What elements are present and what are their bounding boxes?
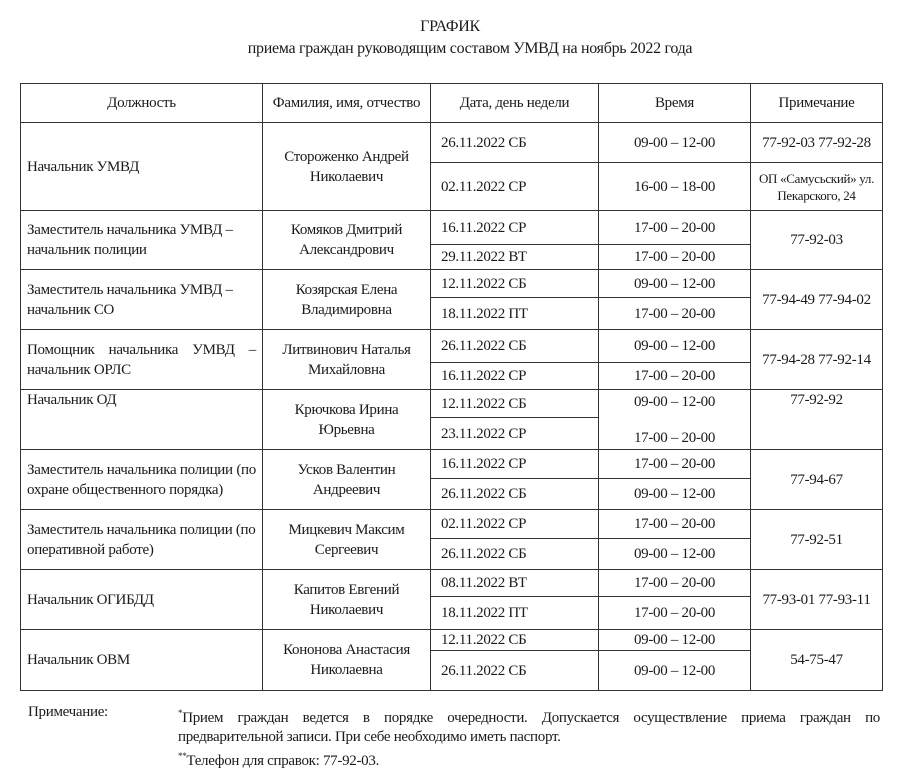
table-row: 29.11.2022 ВТ 17-00 – 20-00 bbox=[21, 244, 883, 270]
date-cell: 08.11.2022 ВТ bbox=[430, 569, 599, 597]
date-cell: 26.11.2022 СБ bbox=[430, 329, 599, 363]
table-row: 18.11.2022 ПТ 17-00 – 20-00 bbox=[21, 596, 883, 630]
position-cell: Заместитель начальника УМВД – начальник … bbox=[20, 210, 263, 270]
name-cell: Литвинович Наталья Михайловна bbox=[262, 329, 431, 390]
position-cell: Помощник начальника УМВД – начальник ОРЛ… bbox=[20, 329, 263, 390]
table-row: Начальник УМВД Стороженко Андрей Николаев… bbox=[20, 122, 883, 211]
time-cell: 17-00 – 20-00 bbox=[598, 362, 751, 390]
note-cell: ОП «Самусьский» ул. Пекарского, 24 bbox=[750, 162, 883, 211]
name-cell: Усков Валентин Андреевич bbox=[262, 449, 431, 510]
date-cell: 12.11.2022 СБ bbox=[430, 269, 599, 298]
name-cell: Комяков Дмитрий Александрович bbox=[262, 210, 431, 270]
date-cell: 26.11.2022 СБ bbox=[430, 538, 599, 570]
position-cell: Начальник УМВД bbox=[20, 122, 263, 211]
time-cell: 17-00 – 20-00 bbox=[598, 569, 751, 597]
note-cell: 77-93-01 77-93-11 bbox=[750, 569, 883, 630]
time-cell: 17-00 – 20-00 bbox=[598, 449, 751, 479]
footer-text: *Прием граждан ведется в порядке очередн… bbox=[178, 704, 880, 771]
name-cell: Капитов Евгений Николаевич bbox=[262, 569, 431, 630]
date-cell: 23.11.2022 СР bbox=[430, 417, 599, 450]
document-subtitle: приема граждан руководящим составом УМВД… bbox=[247, 40, 693, 57]
note-cell: 77-92-03 77-92-28 bbox=[750, 122, 883, 163]
table-row: 23.11.2022 СР bbox=[21, 417, 883, 450]
column-header: Фамилия, имя, отчество bbox=[262, 83, 431, 123]
footnote-1: *Прием граждан ведется в порядке очередн… bbox=[178, 708, 880, 745]
time-cell: 17-00 – 20-00 bbox=[598, 297, 751, 330]
date-cell: 18.11.2022 ПТ bbox=[430, 596, 599, 630]
time-cell: 09-00 – 12-00 bbox=[598, 329, 751, 363]
table-row: Начальник ОГИБДД Капитов Евгений Николаев… bbox=[20, 569, 883, 630]
note-cell: 77-92-03 bbox=[750, 210, 883, 270]
table-row: 18.11.2022 ПТ 17-00 – 20-00 bbox=[21, 297, 883, 330]
time-cell: 17-00 – 20-00 bbox=[598, 210, 751, 245]
date-cell: 02.11.2022 СР bbox=[430, 162, 599, 211]
position-cell: Начальник ОВМ bbox=[20, 629, 263, 691]
position-cell: Заместитель начальника полиции (по опера… bbox=[20, 509, 263, 570]
date-cell: 16.11.2022 СР bbox=[430, 210, 599, 245]
time-cell: 09-00 – 12-00 bbox=[598, 478, 751, 510]
footer-label: Примечание: bbox=[28, 704, 108, 720]
column-header: Должность bbox=[20, 83, 263, 123]
table-row: 26.11.2022 СБ 09-00 – 12-00 bbox=[21, 478, 883, 510]
position-cell: Заместитель начальника полиции (по охран… bbox=[20, 449, 263, 510]
date-cell: 12.11.2022 СБ bbox=[430, 389, 599, 418]
time-cell: 09-00 – 12-00 17-00 – 20-00 bbox=[598, 389, 751, 450]
position-cell: Начальник ОГИБДД bbox=[20, 569, 263, 630]
position-cell: Заместитель начальника УМВД – начальник … bbox=[20, 269, 263, 330]
table-header-row: Должность Фамилия, имя, отчество Дата, ден… bbox=[20, 83, 883, 123]
time-cell: 09-00 – 12-00 bbox=[598, 650, 751, 691]
column-header: Время bbox=[598, 83, 751, 123]
date-cell: 16.11.2022 СР bbox=[430, 362, 599, 390]
table-row: Заместитель начальника полиции (по опера… bbox=[20, 509, 883, 570]
name-cell: Крючкова Ирина Юрьевна bbox=[262, 389, 431, 450]
table-row: Заместитель начальника полиции (по охран… bbox=[20, 449, 883, 510]
table-row: Начальник ОВМ Кононова Анастасия Николаев… bbox=[20, 629, 883, 691]
table-row: Заместитель начальника УМВД – начальник … bbox=[20, 210, 883, 270]
date-cell: 26.11.2022 СБ bbox=[430, 650, 599, 691]
table-row: Начальник ОД Крючкова Ирина Юрьевна 12.11.… bbox=[20, 389, 883, 450]
name-cell: Козярская Елена Владимировна bbox=[262, 269, 431, 330]
note-cell: 54-75-47 bbox=[750, 629, 883, 691]
time-cell: 17-00 – 20-00 bbox=[598, 244, 751, 270]
date-cell: 26.11.2022 СБ bbox=[430, 122, 599, 163]
time-cell: 16-00 – 18-00 bbox=[598, 162, 751, 211]
time-value: 09-00 – 12-00 bbox=[633, 393, 716, 410]
schedule-table: Должность Фамилия, имя, отчество Дата, ден… bbox=[20, 83, 883, 691]
time-cell: 09-00 – 12-00 bbox=[598, 269, 751, 298]
note-cell: 77-94-67 bbox=[750, 449, 883, 510]
date-cell: 12.11.2022 СБ bbox=[430, 629, 599, 651]
date-cell: 29.11.2022 ВТ bbox=[430, 244, 599, 270]
name-cell: Кононова Анастасия Николаевна bbox=[262, 629, 431, 691]
position-cell: Начальник ОД bbox=[20, 389, 263, 450]
table-row: Заместитель начальника УМВД – начальник … bbox=[20, 269, 883, 330]
footnote-2: **Телефон для справок: 77-92-03. bbox=[178, 751, 380, 769]
name-cell: Стороженко Андрей Николаевич bbox=[262, 122, 431, 211]
date-cell: 16.11.2022 СР bbox=[430, 449, 599, 479]
time-value: 17-00 – 20-00 bbox=[633, 429, 716, 446]
note-cell: 77-92-51 bbox=[750, 509, 883, 570]
date-cell: 26.11.2022 СБ bbox=[430, 478, 599, 510]
column-header: Примечание bbox=[750, 83, 883, 123]
table-row: 26.11.2022 СБ 09-00 – 12-00 bbox=[21, 650, 883, 691]
time-cell: 09-00 – 12-00 bbox=[598, 538, 751, 570]
date-cell: 02.11.2022 СР bbox=[430, 509, 599, 539]
table-row: Помощник начальника УМВД – начальник ОРЛ… bbox=[20, 329, 883, 390]
name-cell: Мицкевич Максим Сергеевич bbox=[262, 509, 431, 570]
column-header: Дата, день недели bbox=[430, 83, 599, 123]
note-cell: 77-94-28 77-92-14 bbox=[750, 329, 883, 390]
document-title: ГРАФИК bbox=[420, 18, 480, 35]
time-cell: 17-00 – 20-00 bbox=[598, 509, 751, 539]
table-row: 02.11.2022 СР 16-00 – 18-00 ОП «Самусьский… bbox=[21, 162, 883, 211]
date-cell: 18.11.2022 ПТ bbox=[430, 297, 599, 330]
time-cell: 09-00 – 12-00 bbox=[598, 122, 751, 163]
note-cell: 77-92-92 bbox=[750, 389, 883, 450]
time-cell: 09-00 – 12-00 bbox=[598, 629, 751, 651]
note-cell: 77-94-49 77-94-02 bbox=[750, 269, 883, 330]
time-cell: 17-00 – 20-00 bbox=[598, 596, 751, 630]
